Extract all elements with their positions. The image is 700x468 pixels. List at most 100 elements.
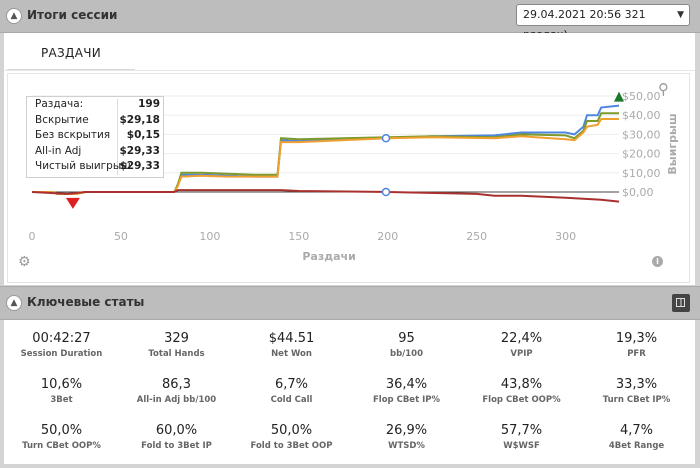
stat-cell: 95 bb/100 [349, 331, 464, 359]
tooltip-value: $0,15 [126, 129, 160, 142]
key-stats-header: ▲ Ключевые статы [0, 286, 700, 320]
stat-cell: 22,4% VPIP [464, 331, 579, 359]
stat-value: 6,7% [274, 377, 309, 392]
tooltip-label: Раздача: [35, 98, 84, 110]
stat-cell: 329 Total Hands [119, 331, 234, 359]
stat-cell: 36,4% Flop CBet IP% [349, 377, 464, 405]
hover-point-marker [381, 133, 391, 143]
x-tick-label: 150 [288, 230, 309, 243]
stat-label: Fold to 3Bet IP [141, 441, 212, 451]
y-tick-label: $30,00 [622, 128, 661, 141]
tooltip-label: Чистый выигрыш [35, 160, 131, 173]
stat-label: Flop CBet OOP% [482, 395, 561, 405]
tooltip-value: $29,33 [119, 144, 160, 157]
x-tick-label: 0 [29, 230, 36, 243]
stat-cell: 86,3 All-in Adj bb/100 [119, 377, 234, 405]
y-axis-title: Выигрыш [666, 113, 679, 174]
stat-value: 00:42:27 [32, 331, 91, 346]
stat-cell: 10,6% 3Bet [4, 377, 119, 405]
hover-point-marker [381, 187, 391, 197]
info-icon[interactable]: i [652, 256, 663, 267]
stat-value: 50,0% [40, 423, 83, 438]
stat-label: PFR [627, 349, 646, 359]
tooltip-row: Раздача: 199 [27, 97, 163, 113]
x-tick-label: 200 [377, 230, 398, 243]
stat-cell: 50,0% Turn CBet OOP% [4, 423, 119, 451]
stat-label: Flop CBet IP% [372, 395, 441, 405]
y-tick-label: $10,00 [622, 167, 661, 180]
tooltip-value: 199 [138, 98, 160, 110]
chart-area: $0,00 $10,00 $20,00 $30,00 $40,00 $50,00 0 50 10… [7, 73, 690, 283]
collapse-session-summary-icon[interactable]: ▲ [6, 8, 22, 24]
chevron-down-icon: ▼ [677, 10, 684, 20]
stat-label: Cold Call [270, 395, 313, 405]
tab-hands[interactable]: РАЗДАЧИ [7, 37, 135, 71]
settings-gear-icon[interactable]: ⚙ [18, 254, 31, 270]
stat-label: VPIP [510, 349, 533, 359]
stat-value: 57,7% [500, 423, 543, 438]
x-axis-title: Раздачи [302, 250, 355, 263]
tooltip-row: Без вскрытия $0,15 [27, 128, 163, 144]
tooltip-label: Без вскрытия [35, 129, 111, 142]
stat-cell: 26,9% WTSD% [349, 423, 464, 451]
tooltip-row: All-in Adj $29,33 [27, 144, 163, 160]
stat-label: Fold to 3Bet OOP [250, 441, 333, 451]
y-tick-label: $0,00 [622, 186, 654, 199]
stat-label: All-in Adj bb/100 [136, 395, 217, 405]
stat-cell: 00:42:27 Session Duration [4, 331, 119, 359]
stat-value: 26,9% [385, 423, 428, 438]
x-tick-label: 250 [466, 230, 487, 243]
session-summary-header: ▲ Итоги сессии 29.04.2021 20:56 321 разд… [0, 0, 700, 41]
stat-label: bb/100 [389, 349, 424, 359]
stat-cell: 6,7% Cold Call [234, 377, 349, 405]
zoom-icon[interactable]: ⚲ [658, 80, 669, 98]
stat-value: $44.51 [268, 331, 315, 346]
stat-label: Total Hands [148, 349, 205, 359]
stat-cell: 43,8% Flop CBet OOP% [464, 377, 579, 405]
stat-cell: 57,7% W$WSF [464, 423, 579, 451]
session-select[interactable]: 29.04.2021 20:56 321 раздач) ▼ [516, 4, 690, 41]
stat-value: 43,8% [500, 377, 543, 392]
stat-label: WTSD% [388, 441, 425, 451]
tooltip-row: Чистый выигрыш $29,33 [27, 159, 163, 175]
min-marker [65, 197, 80, 209]
stat-label: Turn CBet OOP% [22, 441, 101, 451]
stat-cell: 19,3% PFR [579, 331, 694, 359]
stat-value: 95 [398, 331, 415, 346]
collapse-key-stats-icon[interactable]: ▲ [6, 295, 22, 311]
stat-value: 33,3% [615, 377, 658, 392]
stat-label: Turn CBet IP% [602, 395, 671, 405]
key-stats-title: Ключевые статы [27, 295, 145, 309]
stat-cell: 33,3% Turn CBet IP% [579, 377, 694, 405]
tab-divider [4, 70, 695, 71]
y-tick-label: $50,00 [622, 90, 661, 103]
stat-value: 86,3 [162, 377, 191, 392]
session-summary-title: Итоги сессии [27, 8, 118, 22]
stat-cell: 4,7% 4Bet Range [579, 423, 694, 451]
max-marker [614, 91, 624, 102]
stat-value: 60,0% [155, 423, 198, 438]
stat-value: 36,4% [385, 377, 428, 392]
tooltip-value: $29,33 [119, 160, 160, 173]
stat-label: 3Bet [50, 395, 73, 405]
series-line [31, 189, 620, 203]
key-stats-panel: 00:42:27 Session Duration 329 Total Hands $4… [4, 320, 695, 464]
stat-value: 4,7% [619, 423, 654, 438]
stat-value: 10,6% [40, 377, 83, 392]
tooltip-divider [117, 99, 118, 175]
stat-value: 50,0% [270, 423, 313, 438]
stat-label: W$WSF [503, 441, 540, 451]
layout-toggle-icon[interactable] [672, 294, 690, 312]
stat-value: 329 [164, 331, 189, 346]
tooltip-value: $29,18 [119, 113, 160, 126]
y-tick-label: $20,00 [622, 148, 661, 161]
stat-label: Session Duration [20, 349, 103, 359]
stat-cell: 60,0% Fold to 3Bet IP [119, 423, 234, 451]
stat-cell: $44.51 Net Won [234, 331, 349, 359]
x-tick-label: 100 [199, 230, 220, 243]
x-tick-label: 300 [555, 230, 576, 243]
y-tick-label: $40,00 [622, 109, 661, 122]
winnings-chart: $0,00 $10,00 $20,00 $30,00 $40,00 $50,00 0 50 10… [29, 90, 680, 263]
x-tick-label: 50 [114, 230, 128, 243]
stat-label: Net Won [271, 349, 312, 359]
